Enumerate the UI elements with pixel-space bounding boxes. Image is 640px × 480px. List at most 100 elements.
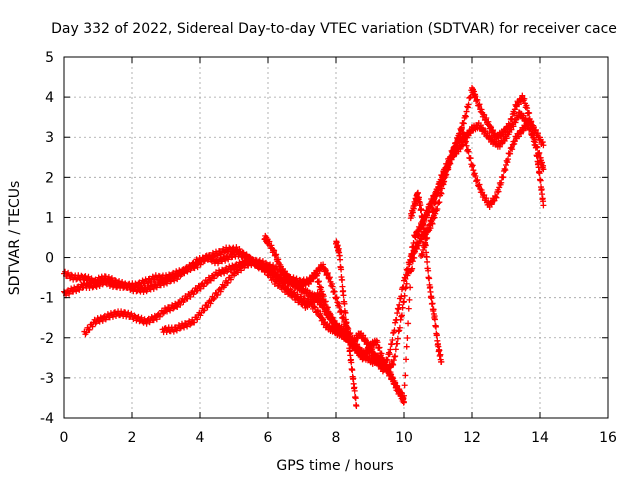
data-point: [204, 304, 211, 311]
data-point: [336, 303, 343, 310]
data-point: [401, 298, 407, 305]
x-tick-label: 10: [395, 430, 413, 446]
data-point: [403, 356, 410, 363]
x-tick-label: 4: [196, 430, 205, 446]
data-point: [496, 143, 503, 150]
data-point: [156, 313, 163, 320]
y-tick-label: 5: [45, 50, 54, 66]
data-point: [425, 267, 432, 274]
data-point: [429, 300, 436, 307]
data-point: [82, 273, 89, 280]
data-point: [131, 312, 138, 319]
data-point: [194, 264, 201, 271]
x-tick-label: 8: [332, 430, 341, 446]
data-point: [273, 251, 280, 258]
data-point: [540, 202, 547, 209]
data-point: [534, 130, 541, 137]
data-point: [313, 308, 320, 315]
data-point: [511, 140, 518, 147]
data-point: [426, 275, 433, 282]
data-point: [204, 256, 211, 263]
data-point: [423, 253, 430, 260]
data-point: [315, 279, 322, 286]
data-point: [424, 234, 431, 241]
data-point: [487, 123, 494, 130]
data-point: [184, 268, 191, 275]
data-point: [105, 273, 112, 280]
data-point: [263, 266, 270, 273]
data-point: [329, 283, 336, 290]
data-point: [286, 274, 293, 281]
data-point: [374, 339, 381, 346]
y-tick-label: -1: [40, 291, 54, 307]
data-point: [201, 257, 208, 264]
data-point: [86, 326, 93, 333]
data-point: [259, 263, 266, 270]
data-marks: [61, 84, 547, 409]
data-point: [387, 346, 394, 353]
data-point: [419, 252, 426, 259]
data-point: [339, 277, 346, 284]
data-point: [430, 207, 437, 214]
y-tick-label: 1: [45, 210, 54, 226]
data-point: [401, 392, 407, 399]
data-point: [474, 96, 481, 103]
data-point: [135, 313, 142, 320]
data-point: [328, 280, 335, 287]
data-point: [503, 162, 509, 169]
data-point: [405, 270, 412, 277]
data-point: [394, 340, 401, 347]
data-point: [464, 134, 471, 141]
data-point: [469, 163, 475, 170]
data-point: [427, 288, 434, 295]
data-point: [400, 395, 407, 402]
data-point: [511, 110, 518, 117]
data-point: [469, 162, 476, 169]
data-point: [184, 323, 191, 330]
data-point: [394, 310, 401, 317]
data-point: [125, 309, 132, 316]
data-point: [294, 294, 301, 301]
data-point: [343, 323, 350, 330]
data-point: [83, 329, 90, 336]
data-point: [396, 327, 403, 334]
data-point: [109, 313, 116, 320]
data-point: [406, 296, 413, 303]
data-point: [478, 106, 485, 113]
data-point: [403, 343, 410, 350]
data-point: [405, 320, 412, 327]
data-point: [191, 265, 198, 272]
data-point: [507, 121, 514, 128]
data-point: [500, 174, 507, 181]
data-point: [197, 285, 204, 292]
data-point: [243, 251, 250, 258]
data-point: [402, 372, 409, 379]
y-tick-label: 0: [45, 251, 54, 267]
data-point: [339, 315, 346, 322]
data-point: [276, 280, 283, 287]
data-point: [414, 230, 421, 237]
data-point: [392, 353, 399, 360]
data-point: [389, 360, 396, 367]
data-point: [465, 130, 472, 137]
data-point: [502, 167, 509, 174]
data-point: [267, 261, 274, 268]
data-point: [311, 304, 318, 311]
data-point: [511, 106, 518, 113]
data-point: [504, 159, 511, 166]
data-point: [170, 328, 177, 335]
data-point: [453, 139, 460, 146]
data-point: [452, 150, 459, 157]
data-point: [210, 253, 217, 260]
data-point: [470, 167, 477, 174]
data-point: [176, 325, 183, 332]
data-point: [324, 269, 331, 276]
data-point: [509, 146, 516, 153]
data-point: [483, 195, 490, 202]
data-point: [62, 268, 69, 275]
data-point: [233, 244, 240, 251]
data-point: [266, 238, 273, 245]
data-point: [279, 267, 286, 274]
